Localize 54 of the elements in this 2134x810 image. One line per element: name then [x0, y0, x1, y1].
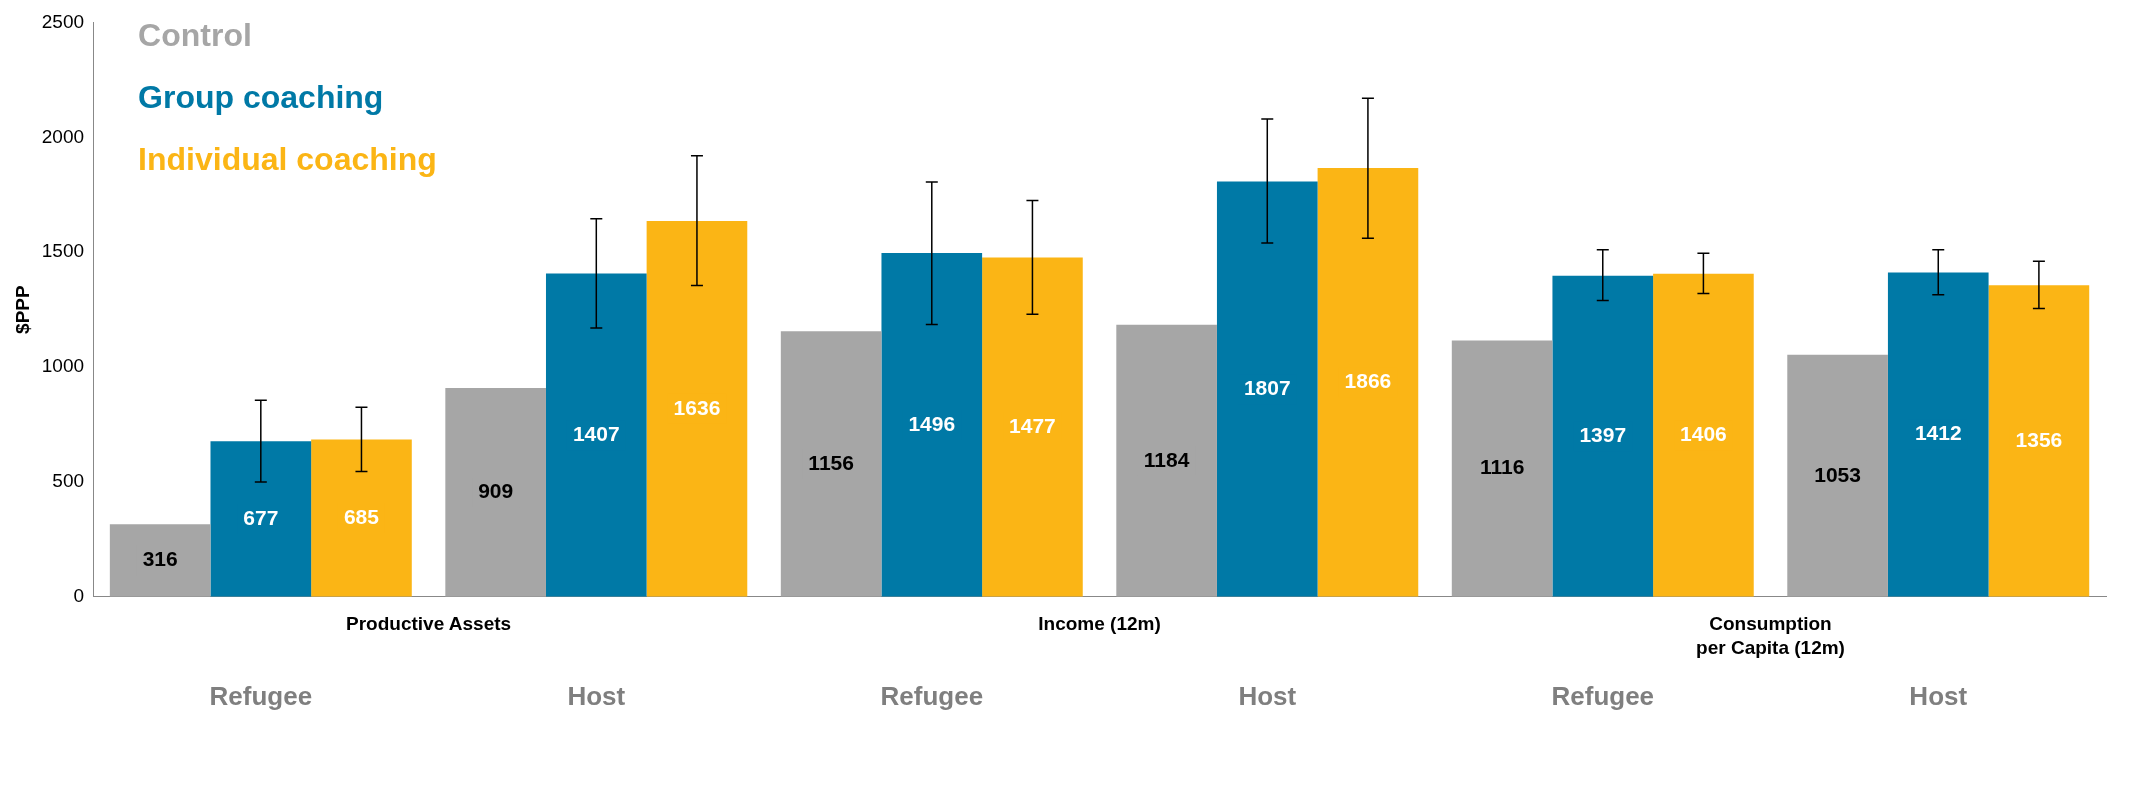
bar	[646, 220, 748, 597]
bar	[1451, 340, 1553, 597]
bar	[780, 331, 882, 597]
data-label: 1116	[1479, 455, 1525, 479]
x-tick-label: Host	[567, 680, 626, 711]
bar	[1787, 354, 1888, 597]
data-label: 1866	[1344, 369, 1392, 393]
data-label: 1397	[1579, 423, 1627, 447]
bar	[311, 439, 412, 597]
data-label: 1156	[808, 450, 854, 474]
data-label: 1412	[1914, 421, 1962, 445]
bar	[881, 253, 983, 597]
y-tick-label: 1500	[41, 240, 85, 262]
data-label: 909	[478, 479, 514, 503]
y-tick-label: 0	[73, 585, 85, 607]
text: Income (12m)	[1038, 612, 1161, 634]
bar	[210, 441, 312, 597]
text: Control	[138, 17, 252, 54]
bar	[545, 273, 647, 597]
bar	[1317, 168, 1419, 597]
bar	[982, 257, 1083, 597]
data-label: 677	[243, 505, 279, 529]
data-label: 1496	[908, 411, 956, 435]
data-label: 1477	[1009, 413, 1056, 437]
bar	[1552, 275, 1654, 597]
bar	[1116, 324, 1217, 597]
data-label: 1636	[673, 395, 721, 419]
x-tick-label: Refugee	[1551, 680, 1655, 711]
bar	[1887, 272, 1989, 597]
data-label: 1406	[1680, 422, 1727, 446]
data-label: 1807	[1243, 376, 1291, 400]
y-axis-title: $PPP	[11, 284, 33, 334]
text: Individual coaching	[138, 141, 437, 178]
data-label: 685	[343, 504, 380, 528]
data-label: 1053	[1814, 462, 1861, 486]
data-label: 1407	[572, 421, 620, 445]
y-tick-label: 500	[52, 470, 85, 492]
data-label: 1356	[2015, 427, 2063, 451]
data-label: 316	[142, 547, 178, 571]
text: Consumption per Capita (12m)	[1696, 612, 1845, 658]
x-tick-label: Refugee	[880, 680, 984, 711]
x-tick-label: Refugee	[209, 680, 313, 711]
text: Productive Assets	[346, 612, 512, 634]
bar	[1988, 285, 2090, 597]
bar	[1216, 181, 1318, 597]
y-tick-label: 1000	[41, 355, 85, 377]
text: Group coaching	[138, 79, 384, 116]
bar	[1653, 273, 1754, 597]
x-tick-label: Host	[1909, 680, 1968, 711]
y-tick-label: 2500	[41, 10, 85, 32]
data-label: 1184	[1143, 447, 1190, 471]
y-tick-label: 2000	[41, 125, 85, 147]
x-tick-label: Host	[1238, 680, 1297, 711]
bar	[445, 387, 546, 597]
